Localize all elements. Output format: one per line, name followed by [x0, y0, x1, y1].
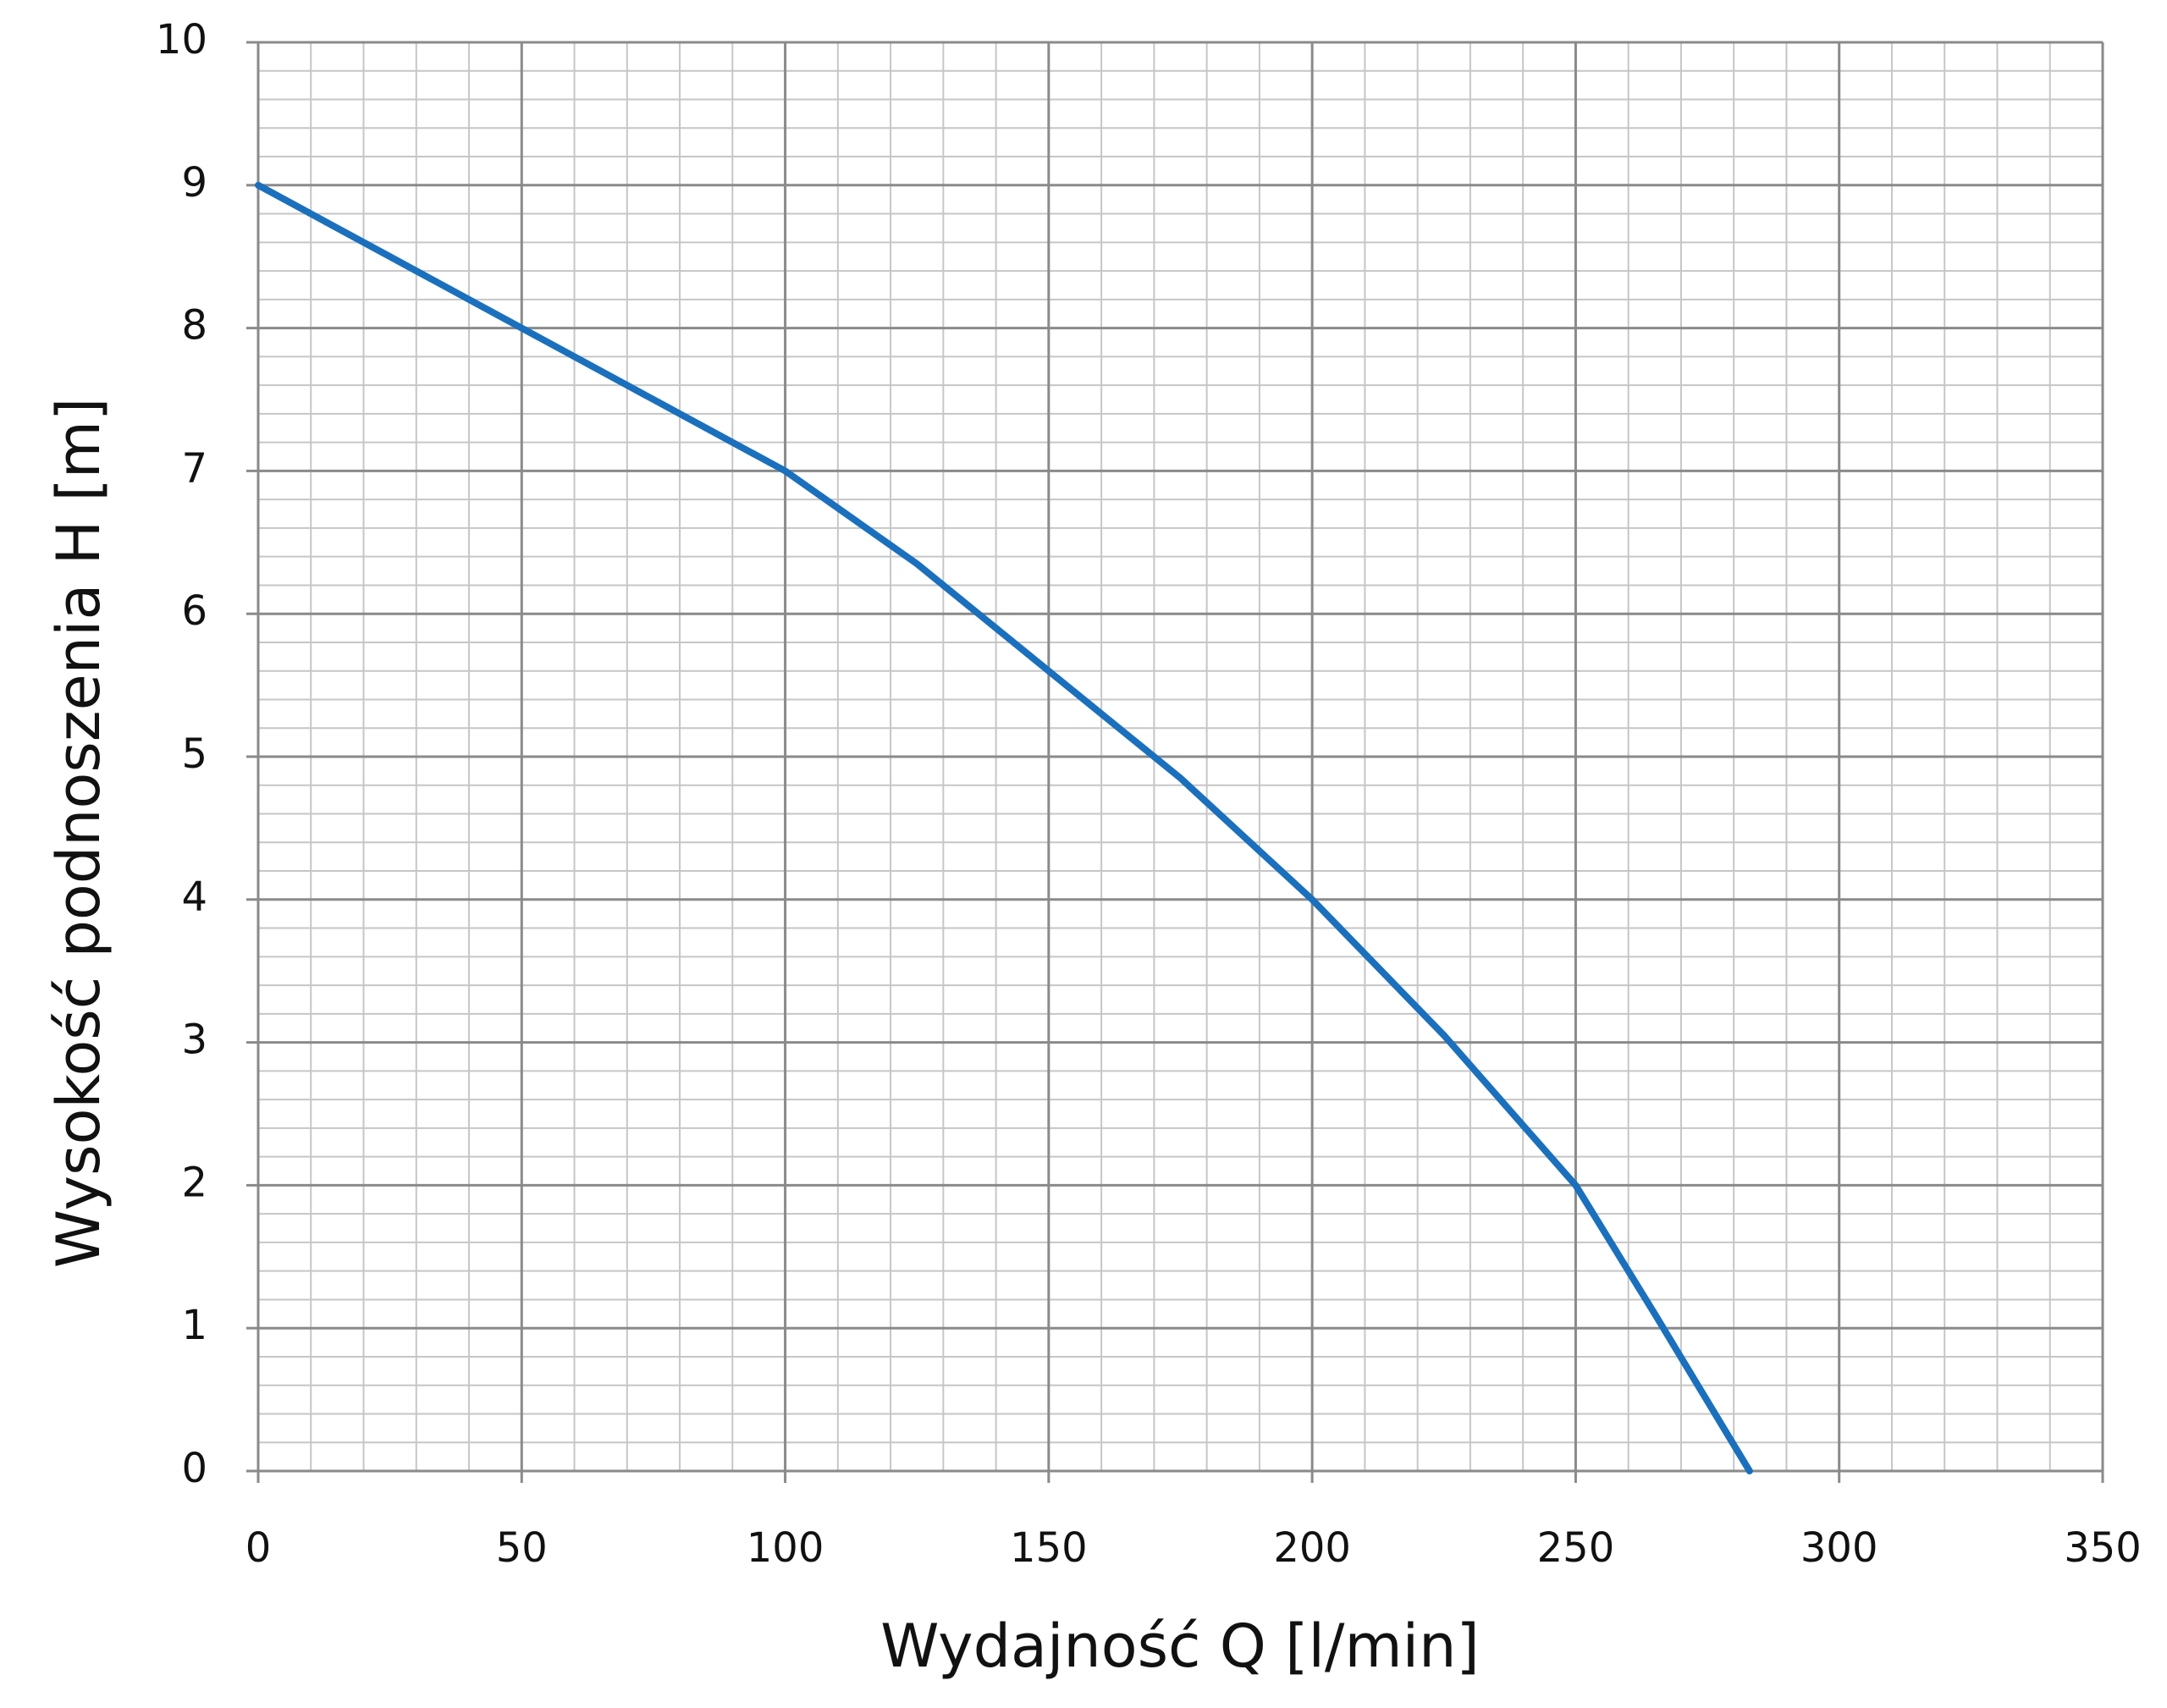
x-tick-label: 150 [1010, 1524, 1088, 1572]
y-tick-label: 7 [181, 444, 207, 492]
x-tick-label: 0 [245, 1524, 272, 1572]
data-line [255, 181, 1753, 1474]
x-tick-label: 350 [2064, 1524, 2142, 1572]
y-tick-label: 6 [181, 587, 207, 635]
y-tick-label: 8 [181, 302, 207, 350]
major-grid [256, 41, 2104, 1473]
y-tick-label: 4 [181, 873, 207, 921]
y-tick-label: 3 [181, 1017, 207, 1064]
x-tick-label: 100 [747, 1524, 824, 1572]
y-tick-label: 9 [181, 159, 207, 207]
x-tick-label: 50 [496, 1524, 548, 1572]
x-tick-label: 250 [1537, 1524, 1615, 1572]
x-tick-label: 300 [1800, 1524, 1878, 1572]
y-tick-label: 1 [181, 1302, 207, 1349]
y-axis-title: Wysokość podnoszenia H [m] [44, 398, 113, 1269]
y-tick-label: 5 [181, 730, 207, 778]
y-tick-label: 2 [181, 1159, 207, 1206]
y-tick-label: 0 [181, 1445, 207, 1492]
x-tick-label: 200 [1273, 1524, 1351, 1572]
y-tick-label: 10 [156, 16, 207, 63]
x-axis-title: Wydajność Q [l/min] [880, 1612, 1480, 1681]
